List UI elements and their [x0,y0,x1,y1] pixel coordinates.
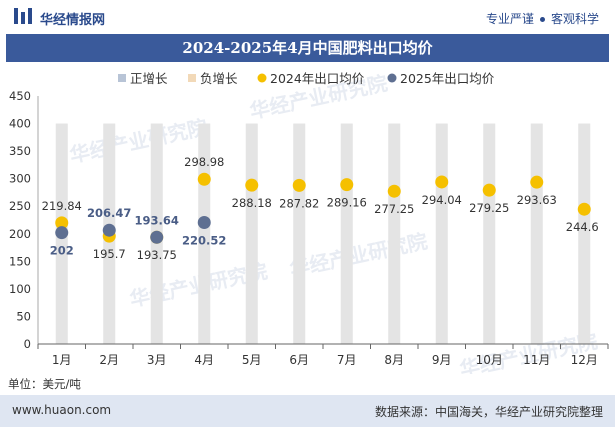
y-tick-label: 400 [9,117,31,131]
category-band [245,123,258,344]
brand-name: 华经情报网 [40,13,106,28]
x-tick-label: 7月 [337,353,357,367]
legend-2024-label: 2024年出口均价 [270,71,365,86]
point-2025 [102,223,116,237]
point-2024 [530,175,544,189]
data-label-2025: 206.47 [87,206,131,220]
point-2024 [387,184,401,198]
data-label-2024: 298.98 [184,155,224,169]
y-axis: 0 50 100 150 200 250 300 350 400 450 [9,89,39,351]
unit-label: 单位：美元/吨 [8,377,81,391]
point-2025 [55,226,69,240]
x-tick-label: 6月 [289,353,309,367]
x-tick-label: 10月 [476,353,503,367]
point-2024 [245,178,259,192]
title-bar: 2024-2025年4月中国肥料出口均价 [6,34,609,62]
point-2024 [55,216,69,230]
legend-negative-marker [188,74,196,82]
chart: 华经产业研究院华经产业研究院华经产业研究院华经产业研究院华经产业研究院 0501… [9,71,609,374]
legend-2025-marker [387,73,397,83]
point-2024 [435,175,449,189]
data-labels: 219.84 195.7 193.75 298.98 288.18 287.82 289.1… [42,155,599,262]
legend: 正增长 负增长 2024年出口均价 2025年出口均价 [118,71,495,86]
point-2024 [577,202,591,216]
y-tick-label: 200 [9,227,31,241]
slogan-right: 客观科学 [550,12,599,26]
data-label-2024: 288.18 [232,196,272,210]
point-2025 [197,215,211,229]
category-band [530,123,543,344]
y-tick-label: 300 [9,172,31,186]
category-bands [55,123,591,344]
data-label-2025: 202 [50,244,74,258]
watermark-text: 华经产业研究院 [288,229,430,282]
footer-source: 数据来源：中国海关，华经产业研究院整理 [374,405,603,419]
data-label-2024: 244.6 [566,220,599,234]
point-2025 [150,230,164,244]
category-band [293,123,306,344]
category-band [388,123,401,344]
top-bar: 华经情报网 专业严谨 客观科学 [0,0,615,34]
slogan: 专业严谨 客观科学 [486,10,599,27]
y-tick-label: 150 [9,254,31,268]
legend-2025-label: 2025年出口均价 [400,71,495,86]
x-tick-label: 12月 [571,353,598,367]
data-label-2024: 289.16 [327,196,367,210]
y-tick-label: 50 [16,309,31,323]
slogan-separator-dot [539,17,545,22]
point-2024 [292,178,306,192]
data-label-2025: 193.64 [135,213,179,227]
point-2024 [482,183,496,197]
x-tick-label: 1月 [52,353,72,367]
category-band [483,123,496,344]
data-label-2024: 195.7 [93,247,126,261]
footer: www.huaon.com 数据来源：中国海关，华经产业研究院整理 [0,395,615,427]
category-band [435,123,448,344]
data-label-2025: 220.52 [182,233,226,247]
x-axis: 1月 2月 3月 4月 5月 6月 7月 8月 9月 10月 11月 12月 [37,343,609,367]
y-tick-label: 250 [9,199,31,213]
data-label-2024: 293.63 [517,193,557,207]
x-tick-label: 4月 [194,353,214,367]
footer-site-link[interactable]: www.huaon.com [12,403,112,417]
data-label-2024: 294.04 [422,193,462,207]
x-tick-label: 5月 [242,353,262,367]
point-2024 [197,172,211,186]
data-points [55,172,591,244]
legend-positive-label: 正增长 [130,71,168,86]
x-tick-label: 9月 [432,353,452,367]
chart-title: 2024-2025年4月中国肥料出口均价 [182,39,433,57]
data-label-2024: 277.25 [374,202,414,216]
legend-positive-marker [118,74,126,82]
watermark-text: 华经产业研究院 [458,329,600,374]
y-tick-label: 0 [24,337,31,351]
y-tick-label: 450 [9,89,31,103]
y-tick-label: 350 [9,144,31,158]
category-band [578,123,591,344]
data-label-2024: 193.75 [137,248,177,262]
y-tick-label: 100 [9,282,31,296]
point-2024 [340,178,354,192]
x-tick-label: 3月 [147,353,167,367]
data-label-2024: 287.82 [279,196,319,210]
slogan-left: 专业严谨 [485,12,534,26]
x-tick-label: 2月 [99,353,119,367]
category-band [340,123,353,344]
legend-negative-label: 负增长 [200,71,238,86]
x-tick-label: 11月 [523,353,550,367]
data-label-2024: 279.25 [469,201,509,215]
legend-2024-marker [257,73,267,83]
data-label-2024: 219.84 [42,199,82,213]
x-tick-label: 8月 [384,353,404,367]
huajing-logo-icon [14,8,32,24]
